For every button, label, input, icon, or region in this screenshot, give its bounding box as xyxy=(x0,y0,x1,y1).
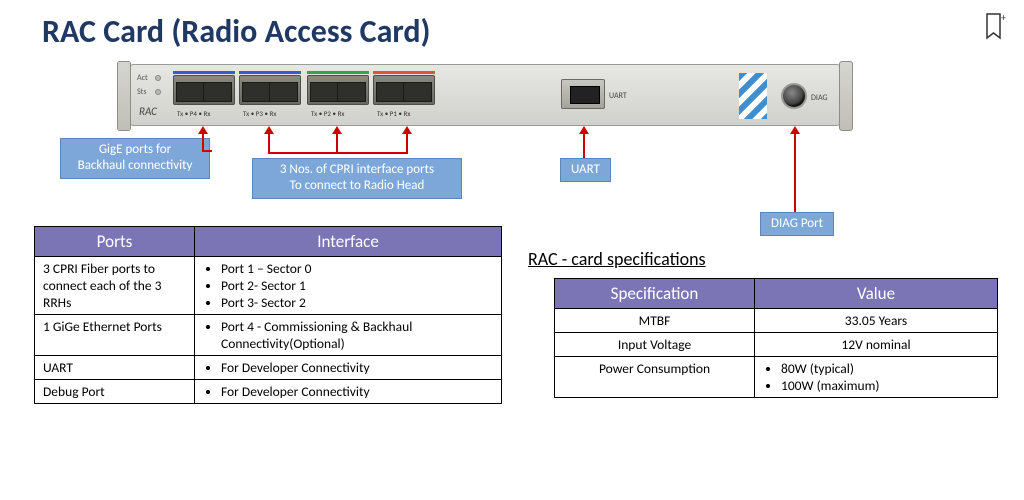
callout-uart: UART xyxy=(560,158,611,182)
spec-cell-name: Power Consumption xyxy=(555,357,755,398)
list-item: For Developer Connectivity xyxy=(221,383,493,400)
sfp-port-p2 xyxy=(307,75,369,105)
spec-table: Specification Value MTBF33.05 YearsInput… xyxy=(554,278,998,398)
led-sts xyxy=(155,89,161,95)
spec-cell-value: 12V nominal xyxy=(755,333,998,357)
sfp-port-p1 xyxy=(373,75,435,105)
ports-cell-interface: For Developer Connectivity xyxy=(195,380,502,404)
callout-diag: DIAG Port xyxy=(760,212,834,236)
callout-gige: GigE ports for Backhaul connectivity xyxy=(60,138,210,179)
sfp-port-p3 xyxy=(239,75,301,105)
list-item: For Developer Connectivity xyxy=(221,359,493,376)
table-row: UART For Developer Connectivity xyxy=(35,356,502,380)
card-bracket-right xyxy=(839,61,853,131)
arrowhead-cpri-1 xyxy=(264,126,274,134)
table-row: Debug Port For Developer Connectivity xyxy=(35,380,502,404)
arrowhead-cpri-3 xyxy=(402,126,412,134)
arrowhead-diag xyxy=(790,126,800,134)
uart-label: UART xyxy=(609,91,627,101)
diag-stripes xyxy=(739,73,767,119)
port-label-p4: Tx • P4 • Rx xyxy=(177,109,210,118)
ports-th-ports: Ports xyxy=(35,227,195,257)
list-item: Port 2- Sector 1 xyxy=(221,277,493,294)
ports-cell-port: Debug Port xyxy=(35,380,195,404)
spec-title: RAC - card specifications xyxy=(528,248,706,270)
ports-cell-port: UART xyxy=(35,356,195,380)
list-item: 100W (maximum) xyxy=(781,377,989,394)
ports-cell-interface: Port 4 - Commissioning & Backhaul Connec… xyxy=(195,315,502,356)
table-row: Input Voltage12V nominal xyxy=(555,333,998,357)
bookmark-icon: + xyxy=(984,12,1006,40)
arrow-gige-h2 xyxy=(202,150,212,152)
arrow-diag-v xyxy=(794,134,796,212)
arrow-uart-v xyxy=(583,134,585,158)
ports-cell-interface: For Developer Connectivity xyxy=(195,356,502,380)
arrowhead-uart xyxy=(579,126,589,134)
list-item: Port 3- Sector 2 xyxy=(221,294,493,311)
spec-cell-value: 80W (typical)100W (maximum) xyxy=(755,357,998,398)
list-item: Port 1 – Sector 0 xyxy=(221,260,493,277)
callout-cpri: 3 Nos. of CPRI interface ports To connec… xyxy=(252,158,462,199)
led-sts-label: Sts xyxy=(137,87,146,97)
sfp-port-p4 xyxy=(173,75,235,105)
diag-label: DIAG xyxy=(811,93,828,103)
ports-cell-interface: Port 1 – Sector 0Port 2- Sector 1Port 3-… xyxy=(195,257,502,315)
uart-port xyxy=(561,79,605,109)
led-act xyxy=(155,75,161,81)
led-act-label: Act xyxy=(137,73,148,83)
spec-cell-name: MTBF xyxy=(555,309,755,333)
list-item: 80W (typical) xyxy=(781,360,989,377)
list-item: Port 4 - Commissioning & Backhaul Connec… xyxy=(221,318,493,352)
port-label-p2: Tx • P2 • Rx xyxy=(311,109,344,118)
card-bracket-left xyxy=(117,61,131,131)
table-row: 3 CPRI Fiber ports to connect each of th… xyxy=(35,257,502,315)
stripe-p2 xyxy=(307,71,369,74)
ports-table: Ports Interface 3 CPRI Fiber ports to co… xyxy=(34,226,502,404)
ports-th-interface: Interface xyxy=(195,227,502,257)
rac-label: RAC xyxy=(139,105,157,118)
ports-cell-port: 3 CPRI Fiber ports to connect each of th… xyxy=(35,257,195,315)
rac-card-graphic: Act Sts RAC Tx • P4 • Rx Tx • P3 • Rx Tx… xyxy=(130,64,840,126)
stripe-p3 xyxy=(239,71,301,74)
page-title: RAC Card (Radio Access Card) xyxy=(42,12,430,51)
arrow-cpri-h xyxy=(268,152,408,154)
spec-cell-name: Input Voltage xyxy=(555,333,755,357)
arrow-cpri-v2 xyxy=(336,134,338,152)
table-row: 1 GiGe Ethernet Ports Port 4 - Commission… xyxy=(35,315,502,356)
spec-cell-value: 33.05 Years xyxy=(755,309,998,333)
diag-jack xyxy=(781,83,807,109)
port-label-p1: Tx • P1 • Rx xyxy=(377,109,410,118)
port-label-p3: Tx • P3 • Rx xyxy=(243,109,276,118)
arrow-cpri-v3 xyxy=(406,134,408,152)
stripe-p4 xyxy=(173,71,235,74)
spec-th-spec: Specification xyxy=(555,279,755,309)
spec-th-value: Value xyxy=(755,279,998,309)
stripe-p1 xyxy=(373,71,435,74)
arrowhead-cpri-2 xyxy=(332,126,342,134)
arrowhead-gige xyxy=(198,126,208,134)
table-row: Power Consumption80W (typical)100W (maxi… xyxy=(555,357,998,398)
svg-text:+: + xyxy=(1001,12,1006,24)
ports-cell-port: 1 GiGe Ethernet Ports xyxy=(35,315,195,356)
table-row: MTBF33.05 Years xyxy=(555,309,998,333)
arrow-cpri-v1 xyxy=(268,134,270,152)
